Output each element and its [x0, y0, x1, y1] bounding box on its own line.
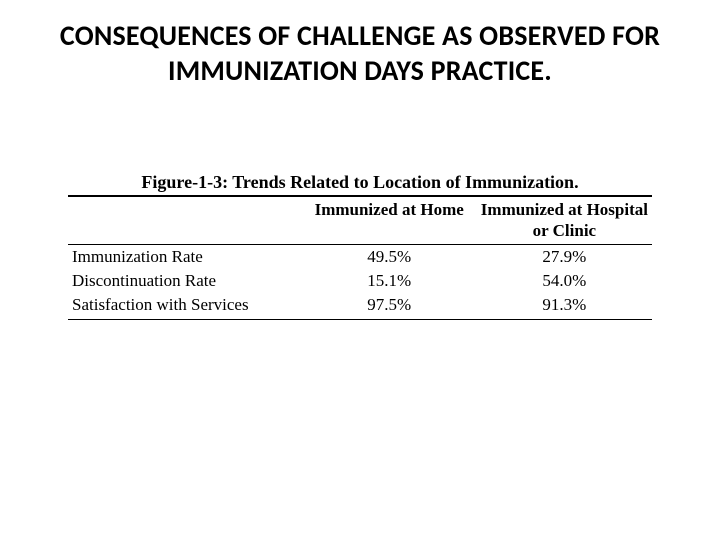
row-label: Immunization Rate	[68, 244, 302, 269]
figure-caption: Figure-1-3: Trends Related to Location o…	[68, 172, 652, 195]
table-row: Discontinuation Rate 15.1% 54.0%	[68, 269, 652, 293]
row-hosp: 54.0%	[477, 269, 652, 293]
row-hosp: 27.9%	[477, 244, 652, 269]
table-header-row: Immunized at Home Immunized at Hospital …	[68, 196, 652, 244]
figure: Figure-1-3: Trends Related to Location o…	[68, 172, 652, 320]
row-label: Discontinuation Rate	[68, 269, 302, 293]
row-home: 15.1%	[302, 269, 477, 293]
immunization-table: Immunized at Home Immunized at Hospital …	[68, 195, 652, 320]
table-row: Satisfaction with Services 97.5% 91.3%	[68, 293, 652, 320]
row-home: 49.5%	[302, 244, 477, 269]
table-row: Immunization Rate 49.5% 27.9%	[68, 244, 652, 269]
table-header-home: Immunized at Home	[302, 196, 477, 244]
slide: CONSEQUENCES OF CHALLENGE AS OBSERVED FO…	[0, 0, 720, 540]
row-label: Satisfaction with Services	[68, 293, 302, 320]
table-header-blank	[68, 196, 302, 244]
row-hosp: 91.3%	[477, 293, 652, 320]
row-home: 97.5%	[302, 293, 477, 320]
slide-title: CONSEQUENCES OF CHALLENGE AS OBSERVED FO…	[0, 0, 720, 88]
table-header-hosp: Immunized at Hospital or Clinic	[477, 196, 652, 244]
